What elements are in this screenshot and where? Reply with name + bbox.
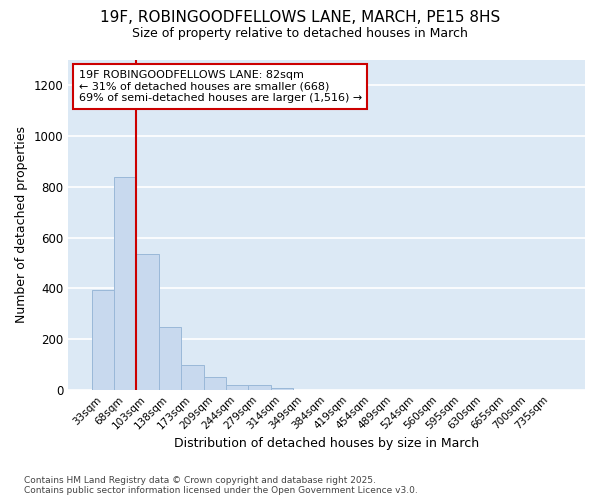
X-axis label: Distribution of detached houses by size in March: Distribution of detached houses by size …	[174, 437, 479, 450]
Bar	[92, 290, 114, 390]
Text: Contains HM Land Registry data © Crown copyright and database right 2025.
Contai: Contains HM Land Registry data © Crown c…	[24, 476, 418, 495]
Bar	[271, 388, 293, 390]
Bar	[226, 384, 248, 390]
Bar	[248, 385, 271, 390]
Text: Size of property relative to detached houses in March: Size of property relative to detached ho…	[132, 28, 468, 40]
Bar	[159, 327, 181, 390]
Text: 19F ROBINGOODFELLOWS LANE: 82sqm
← 31% of detached houses are smaller (668)
69% : 19F ROBINGOODFELLOWS LANE: 82sqm ← 31% o…	[79, 70, 362, 103]
Bar	[203, 376, 226, 390]
Bar	[181, 365, 203, 390]
Y-axis label: Number of detached properties: Number of detached properties	[15, 126, 28, 324]
Bar	[114, 176, 136, 390]
Bar	[136, 254, 159, 390]
Text: 19F, ROBINGOODFELLOWS LANE, MARCH, PE15 8HS: 19F, ROBINGOODFELLOWS LANE, MARCH, PE15 …	[100, 10, 500, 25]
